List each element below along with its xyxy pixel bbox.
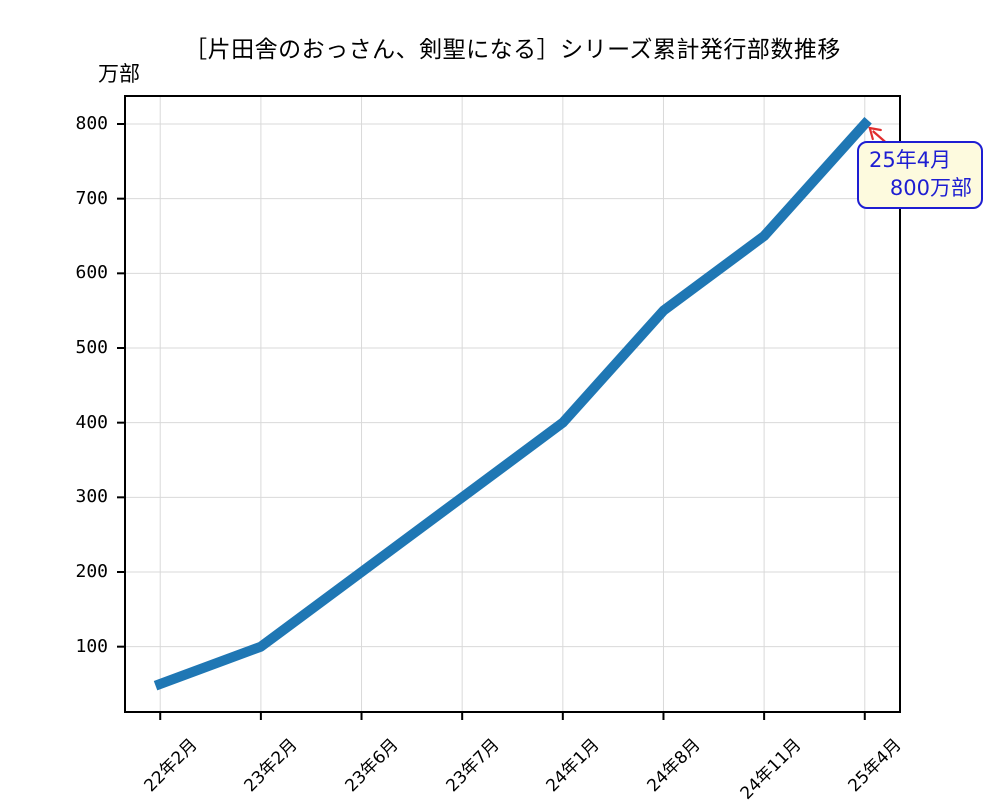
chart-title: ［片田舎のおっさん、剣聖になる］シリーズ累計発行部数推移 [184, 37, 841, 63]
y-tick-label: 100 [75, 635, 108, 657]
annotation-box: 25年4月 800万部 [857, 141, 983, 209]
annotation-arrow-head [868, 126, 882, 141]
y-tick-label: 200 [75, 561, 108, 582]
y-axis-unit-label: 万部 [98, 62, 140, 86]
annotation-value-label: 800万部 [889, 176, 972, 200]
annotation-date-label: 25年4月 [869, 148, 952, 172]
y-tick-label: 700 [75, 187, 108, 209]
y-tick-label: 300 [75, 486, 108, 508]
plot-border [124, 95, 901, 713]
y-tick-label: 500 [75, 337, 108, 358]
y-tick-label: 600 [75, 262, 108, 284]
y-tick-label: 800 [75, 113, 108, 134]
series-line [153, 116, 872, 691]
y-tick-label: 400 [75, 411, 108, 433]
